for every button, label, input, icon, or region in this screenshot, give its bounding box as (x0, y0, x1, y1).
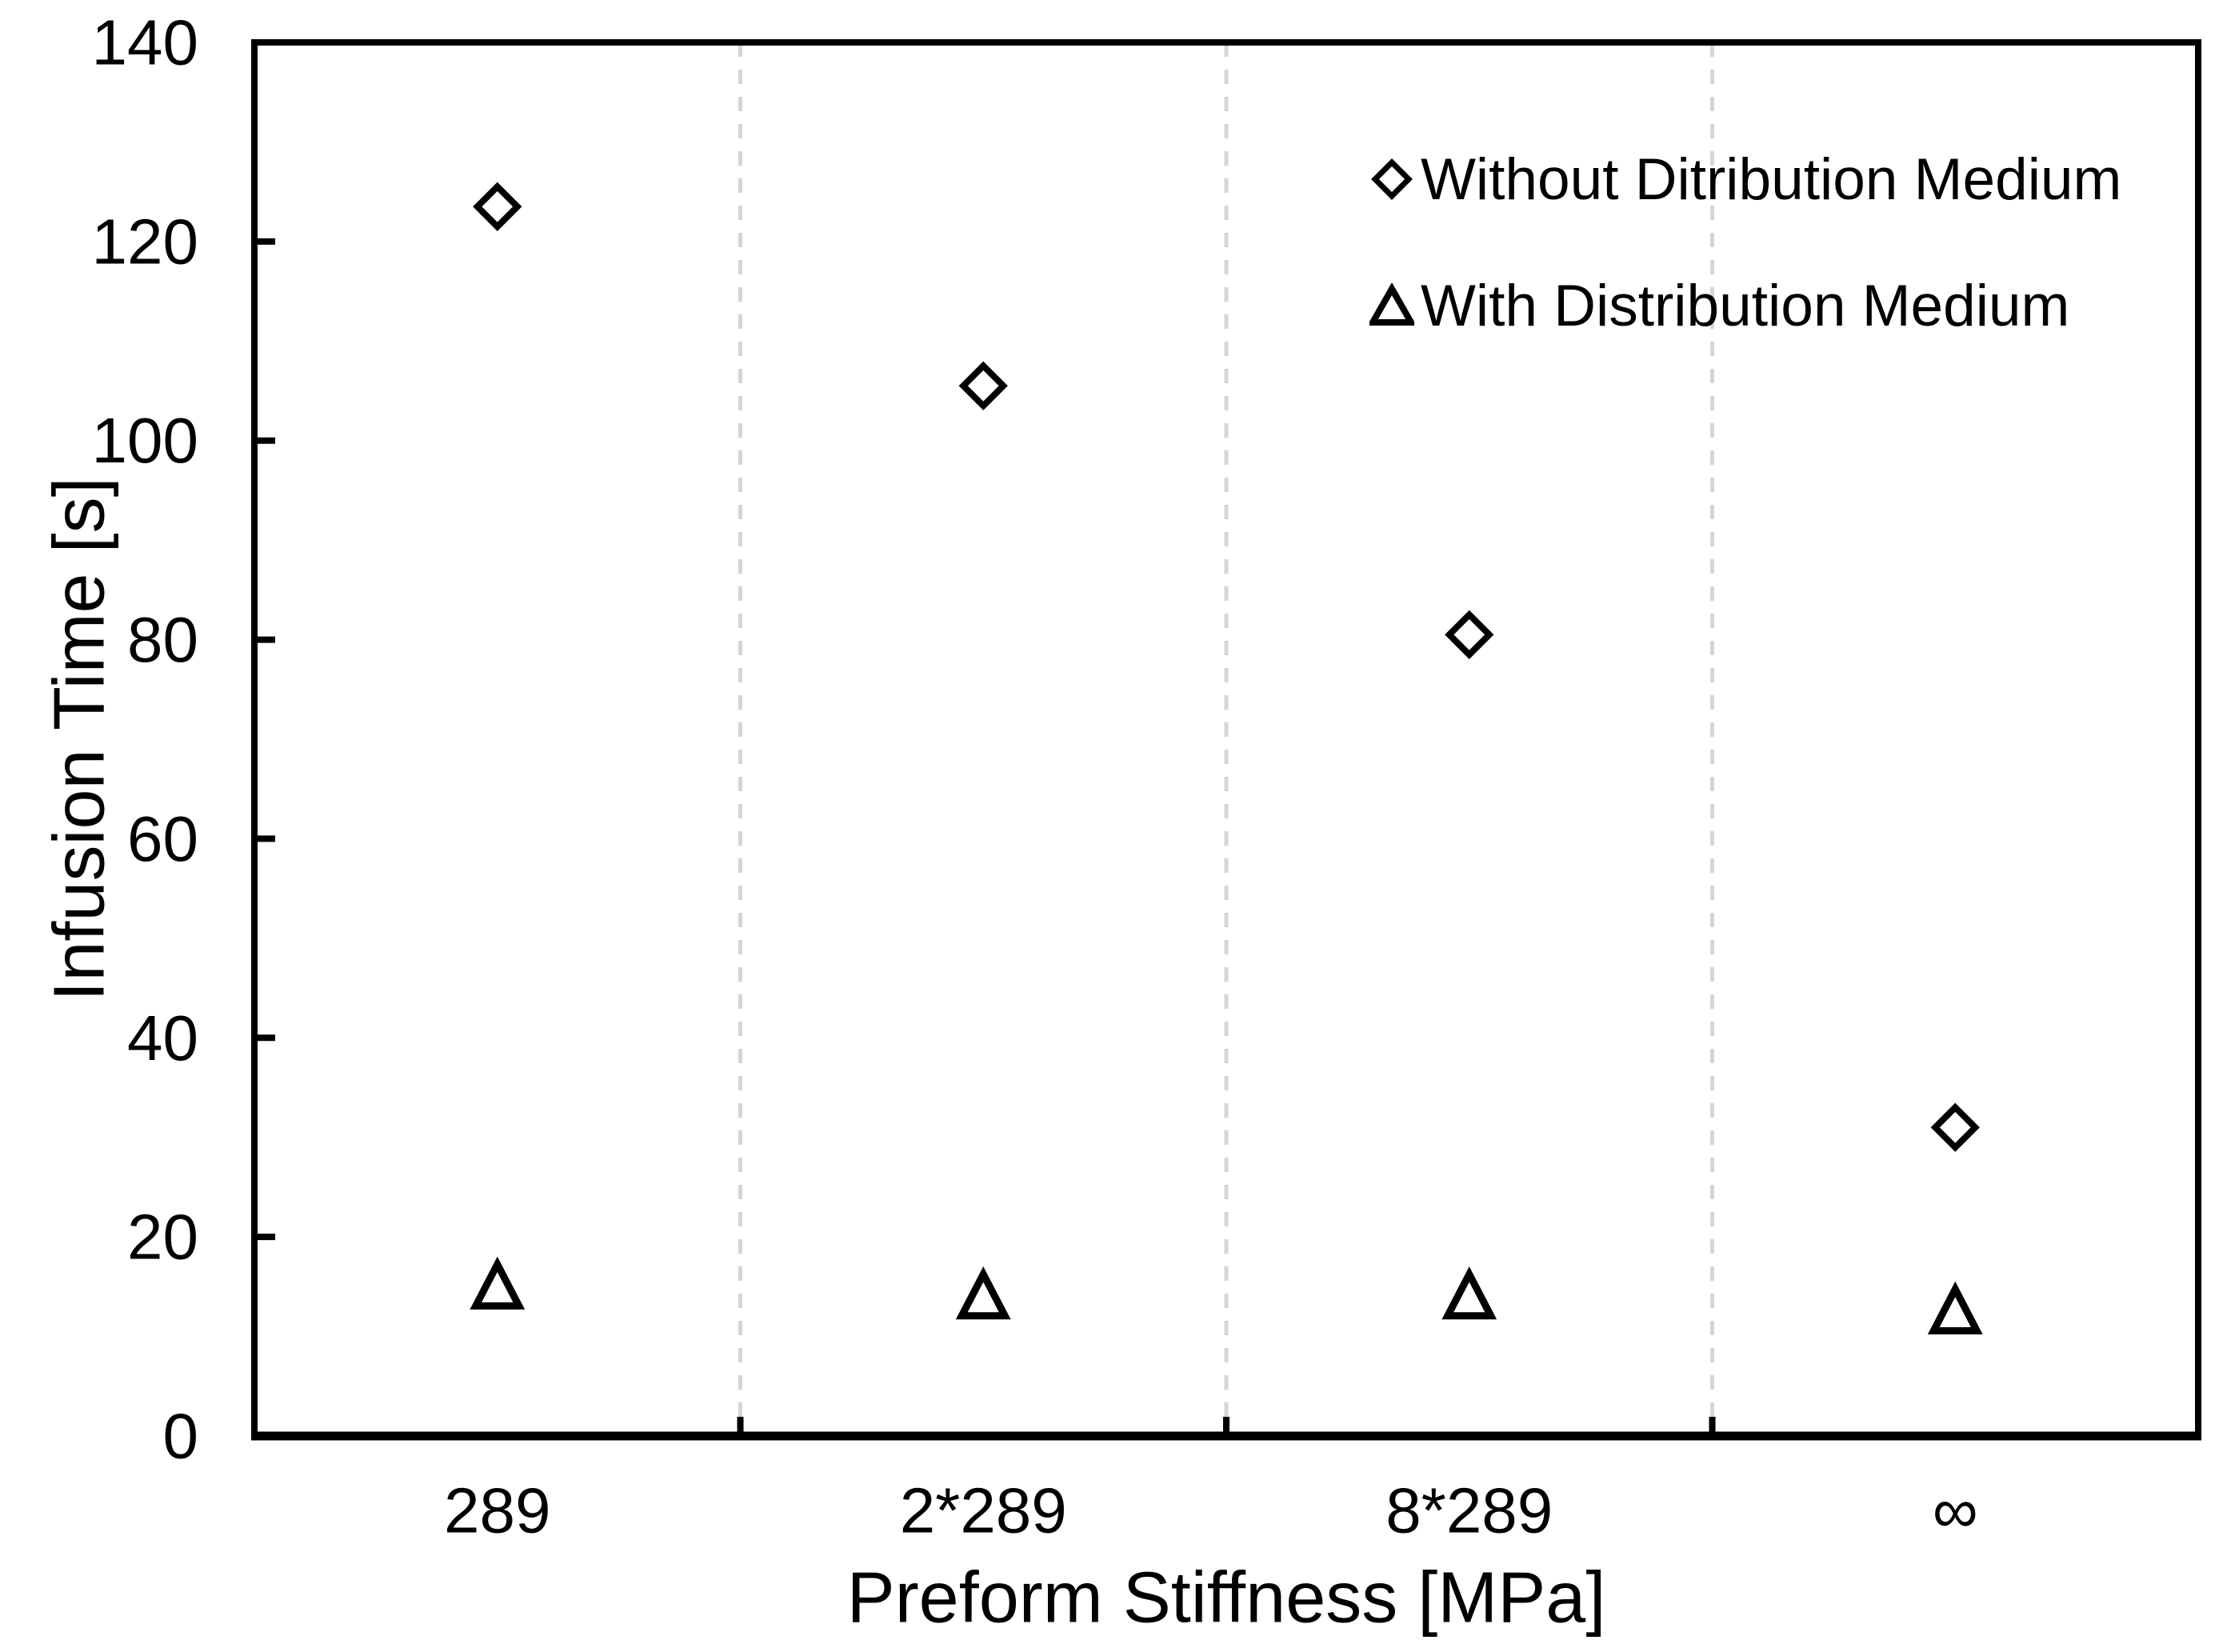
legend-item-without-dm: Without Ditribution Medium (1369, 146, 2122, 212)
data-point-diamond-∞ (1930, 1102, 1980, 1152)
diamond-marker-icon (1371, 158, 1413, 200)
x-axis-title: Preform Stiffness [MPa] (846, 1558, 1606, 1638)
data-point-triangle-∞ (1927, 1281, 1983, 1334)
triangle-marker-icon (1369, 283, 1414, 326)
data-point-diamond-2*289 (958, 361, 1008, 410)
y-tick-label: 20 (127, 1202, 198, 1273)
data-point-triangle-8*289 (1441, 1266, 1497, 1320)
legend: Without Ditribution Medium With Distribu… (1369, 147, 2121, 338)
y-tick-label: 0 (163, 1401, 199, 1472)
x-tick-label: 2*289 (900, 1475, 1067, 1546)
legend-item-with-dm: With Distribution Medium (1369, 274, 2121, 338)
legend-label: With Distribution Medium (1421, 273, 2070, 338)
x-tick-label: 289 (444, 1475, 550, 1546)
legend-label: Without Ditribution Medium (1421, 146, 2122, 212)
data-point-triangle-2*289 (955, 1266, 1011, 1320)
x-tick-label: 8*289 (1385, 1475, 1553, 1546)
y-tick-label: 120 (92, 206, 198, 277)
x-tick-label: ∞ (1933, 1475, 1978, 1546)
y-axis-title: Infusion Time [s] (39, 477, 120, 1002)
y-tick-label: 40 (127, 1002, 198, 1074)
data-point-diamond-8*289 (1445, 610, 1494, 660)
y-tick-label: 60 (127, 803, 198, 874)
data-point-diamond-289 (473, 182, 522, 231)
data-point-triangle-289 (470, 1256, 526, 1310)
y-tick-label: 100 (92, 405, 198, 476)
y-tick-label: 140 (92, 7, 198, 78)
y-tick-label: 80 (127, 604, 198, 675)
